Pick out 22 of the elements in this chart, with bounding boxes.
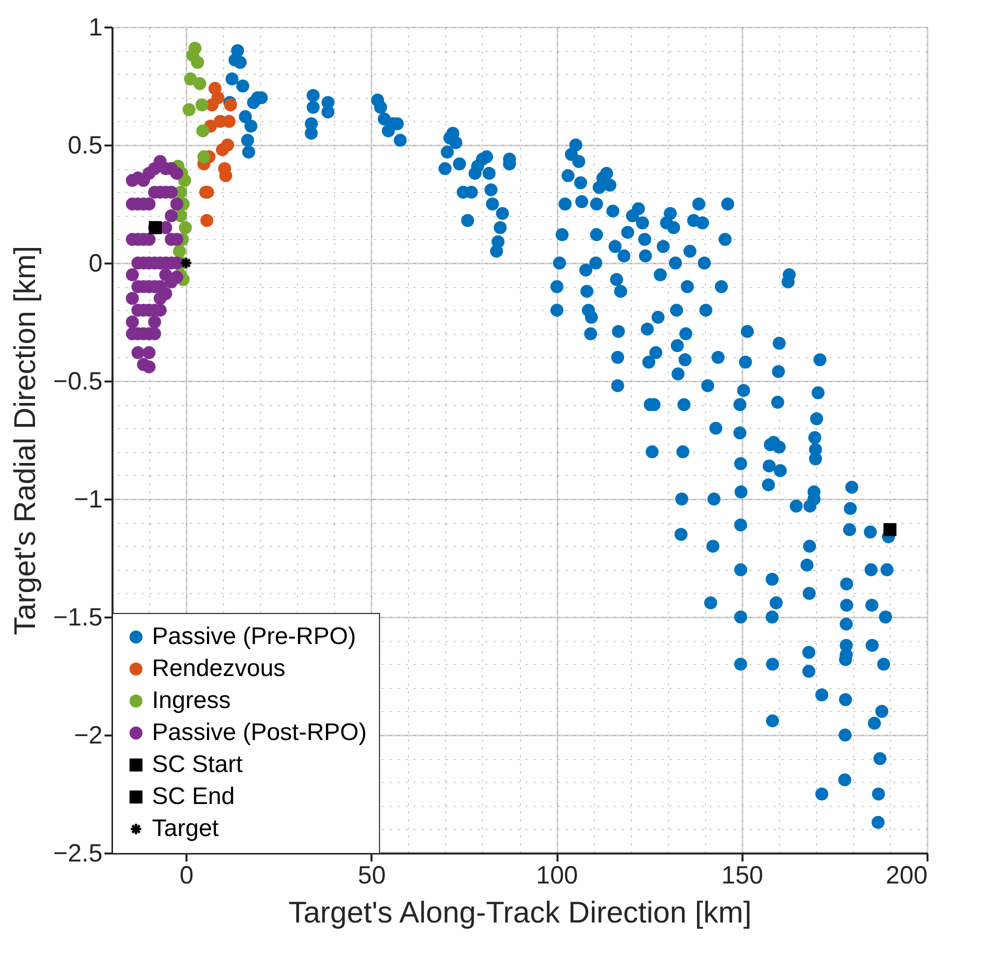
x-tick-label: 0 bbox=[180, 862, 194, 890]
legend-label: Rendezvous bbox=[152, 655, 286, 682]
legend-label: SC End bbox=[152, 783, 235, 810]
x-tick-label: 50 bbox=[358, 862, 386, 890]
y-tick-label: 0 bbox=[88, 250, 102, 278]
x-tick-label: 150 bbox=[721, 862, 764, 890]
legend-label: Ingress bbox=[152, 687, 231, 714]
x-tick-label: 100 bbox=[536, 862, 578, 890]
y-tick-label: −2 bbox=[74, 722, 102, 750]
legend-label: Target bbox=[152, 815, 220, 842]
y-tick-label: 1 bbox=[88, 14, 102, 42]
x-tick-label: 200 bbox=[886, 862, 928, 890]
y-tick-label: −2.5 bbox=[53, 840, 102, 868]
legend-label: Passive (Pre-RPO) bbox=[152, 623, 356, 650]
y-tick-label: 0.5 bbox=[68, 132, 102, 160]
y-tick-label: −1.5 bbox=[53, 604, 102, 632]
y-tick-label: −1 bbox=[74, 486, 102, 514]
legend-label: Passive (Post-RPO) bbox=[152, 719, 367, 746]
y-axis-title: Target's Radial Direction [km] bbox=[9, 246, 42, 636]
legend-label: SC Start bbox=[152, 751, 244, 778]
x-axis-title: Target's Along-Track Direction [km] bbox=[288, 896, 752, 930]
y-tick-label: −0.5 bbox=[53, 368, 102, 396]
